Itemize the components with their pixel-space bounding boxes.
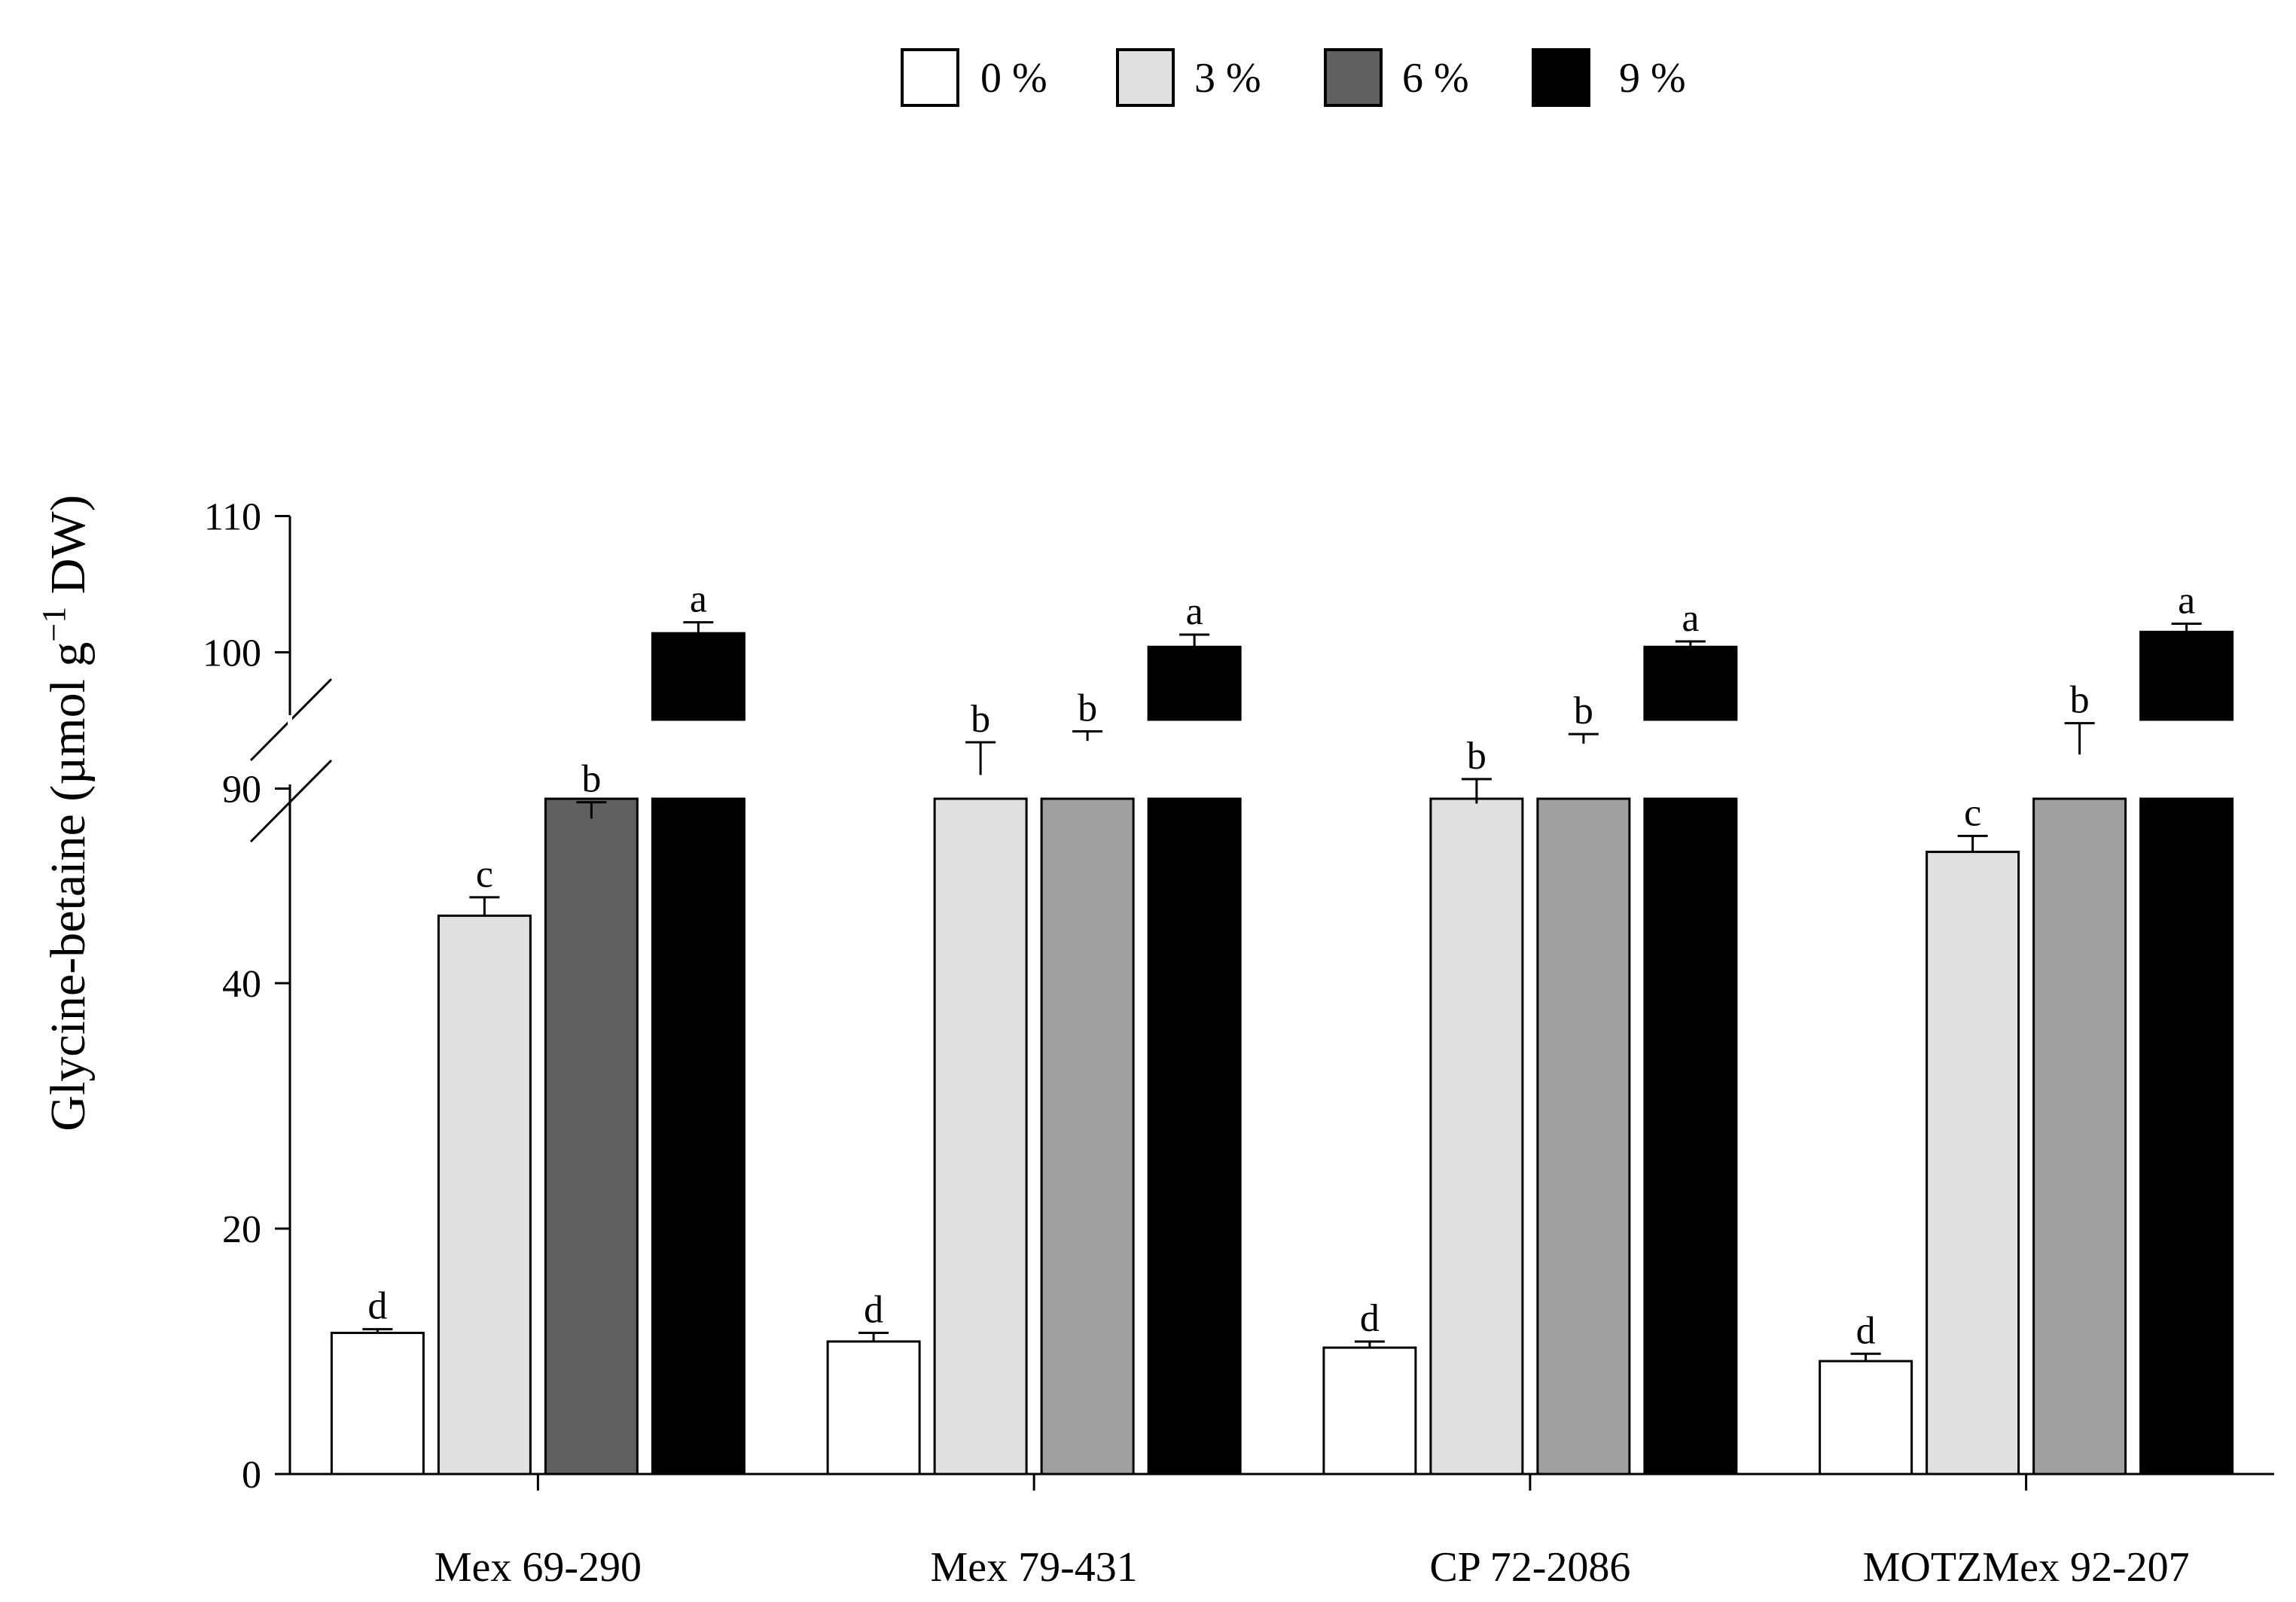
significance-letter: d <box>1360 1297 1380 1340</box>
labels-group: Mex 69-290 d c b a Mex 79-431 d b b a CP 72-2086 d b… <box>367 578 2195 1591</box>
significance-letter: a <box>1186 590 1203 633</box>
legend-label: 6 % <box>1402 55 1469 102</box>
y-axis-label-tail: DW) <box>41 495 96 606</box>
bar-lower-segment <box>1147 797 1242 1476</box>
bars-group <box>330 621 2234 1476</box>
significance-letter: a <box>1682 597 1699 640</box>
significance-letter: c <box>1964 791 1981 834</box>
legend-swatch <box>1116 48 1175 107</box>
significance-letter: d <box>864 1289 883 1332</box>
significance-letter: d <box>367 1285 387 1328</box>
y-axis-label-superscript: −1 <box>35 607 72 642</box>
y-tick-label-lower: 40 <box>222 963 261 1006</box>
bar-upper-segment <box>2139 630 2234 721</box>
significance-letter: a <box>2178 579 2195 622</box>
bar <box>330 1332 425 1476</box>
bar <box>1819 1360 1913 1476</box>
legend-label: 3 % <box>1194 55 1261 102</box>
y-tick-label-upper: 90 <box>222 769 261 812</box>
significance-letter: b <box>971 698 990 741</box>
bar-lower-segment <box>2139 797 2234 1476</box>
bar <box>1926 851 2020 1476</box>
x-tick-label: CP 72-2086 <box>1429 1544 1630 1591</box>
bar-upper-segment <box>1643 645 1738 721</box>
axis-break-gap <box>288 715 292 784</box>
legend-swatch <box>901 48 959 107</box>
significance-letter: b <box>2070 679 2090 722</box>
y-tick-label-upper: 100 <box>203 632 261 675</box>
x-tick-label: Mex 79-431 <box>930 1544 1137 1591</box>
bar <box>437 914 532 1476</box>
legend-label: 9 % <box>1619 55 1686 102</box>
y-tick-label-upper: 110 <box>204 496 261 539</box>
bar-lower-segment <box>544 797 639 1476</box>
y-axis-label: Glycine-betaine (µmol g−1 DW) <box>35 495 96 1131</box>
bar-lower-segment <box>1429 797 1524 1476</box>
bar-lower-segment <box>2032 797 2127 1476</box>
axis-break-mark-lower <box>249 759 333 843</box>
y-tick-label-lower: 0 <box>242 1454 261 1497</box>
bar-lower-segment <box>1040 797 1135 1476</box>
legend-swatch <box>1324 48 1383 107</box>
legend-label: 0 % <box>980 55 1047 102</box>
y-tick-label-lower: 20 <box>222 1208 261 1251</box>
bar <box>1322 1346 1417 1476</box>
bar-lower-segment <box>933 797 1028 1476</box>
bar-upper-segment <box>651 632 746 721</box>
x-tick-label: Mex 69-290 <box>435 1544 642 1591</box>
y-axis-label-main: Glycine-betaine (µmol g <box>41 642 96 1131</box>
bar <box>826 1340 921 1476</box>
bar-lower-segment <box>651 797 746 1476</box>
x-tick-label: MOTZMex 92-207 <box>1863 1544 2190 1591</box>
bar-lower-segment <box>1536 797 1631 1476</box>
bar-lower-segment <box>1643 797 1738 1476</box>
significance-letter: c <box>476 853 493 896</box>
significance-letter: d <box>1856 1309 1876 1352</box>
legend-swatch <box>1532 48 1590 107</box>
significance-letter: b <box>1574 690 1593 732</box>
significance-letter: b <box>1078 687 1097 729</box>
legend-group: 0 % 3 % 6 % 9 % <box>901 48 1686 107</box>
significance-letter: b <box>581 758 601 801</box>
significance-letter: a <box>690 578 707 621</box>
significance-letter: b <box>1467 735 1486 778</box>
bar-upper-segment <box>1147 645 1242 721</box>
